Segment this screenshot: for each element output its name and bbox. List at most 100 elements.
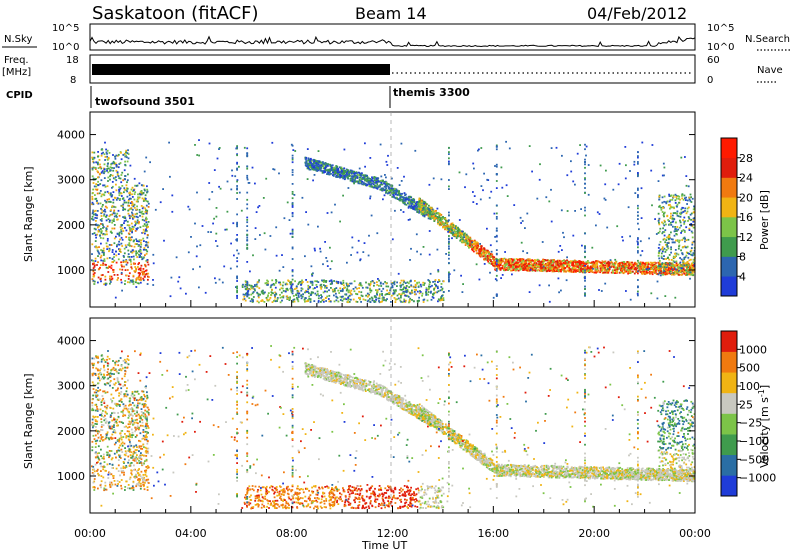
- data-cell: [381, 297, 384, 300]
- data-cell: [393, 191, 395, 194]
- data-cell: [322, 161, 324, 163]
- data-cell: [578, 265, 581, 268]
- data-cell: [392, 293, 395, 296]
- data-cell: [103, 153, 106, 156]
- data-cell: [688, 217, 691, 220]
- data-cell: [135, 269, 137, 272]
- data-cell: [310, 282, 312, 284]
- data-cell: [263, 292, 265, 294]
- data-cell: [118, 248, 120, 250]
- data-cell: [145, 200, 148, 202]
- data-cell: [525, 264, 528, 266]
- data-cell: [93, 227, 96, 230]
- data-cell: [94, 198, 97, 200]
- data-cell: [260, 290, 263, 293]
- data-cell: [367, 294, 370, 297]
- data-cell: [138, 256, 141, 258]
- data-cell: [681, 252, 683, 255]
- data-cell: [677, 253, 680, 256]
- data-cell: [457, 228, 460, 230]
- data-cell: [402, 290, 405, 293]
- data-cell: [688, 264, 690, 266]
- data-cell: [410, 206, 412, 209]
- data-cell: [381, 300, 383, 303]
- data-cell: [109, 282, 111, 285]
- data-cell: [596, 267, 599, 269]
- data-cell: [671, 268, 674, 270]
- data-cell: [307, 290, 309, 293]
- data-cell: [130, 238, 133, 241]
- data-cell: [690, 230, 693, 233]
- data-cell: [678, 239, 681, 242]
- data-cell: [120, 232, 123, 235]
- data-cell: [669, 269, 672, 272]
- data-cell: [691, 273, 694, 276]
- data-cell: [95, 185, 98, 188]
- data-cell: [427, 213, 429, 216]
- data-cell: [682, 219, 684, 221]
- data-cell: [330, 172, 332, 175]
- data-cell: [666, 269, 669, 272]
- data-cell: [446, 222, 448, 225]
- data-cell: [103, 163, 106, 166]
- data-cell: [135, 208, 138, 211]
- data-cell: [117, 175, 120, 177]
- data-cell: [670, 248, 672, 251]
- data-cell: [129, 202, 132, 204]
- data-cell: [124, 175, 127, 177]
- data-cell: [134, 191, 137, 194]
- data-cell: [661, 232, 664, 235]
- data-cell: [352, 171, 355, 173]
- data-cell: [385, 285, 388, 288]
- data-cell: [531, 259, 534, 261]
- data-cell: [585, 263, 588, 265]
- data-cell: [141, 191, 143, 194]
- data-cell: [347, 176, 349, 179]
- data-cell: [691, 197, 694, 200]
- data-cell: [405, 193, 407, 196]
- data-cell: [668, 236, 671, 239]
- data-cell: [379, 188, 382, 191]
- data-cell: [632, 264, 635, 267]
- data-cell: [663, 266, 666, 268]
- data-cell: [669, 206, 672, 209]
- data-cell: [554, 260, 557, 263]
- data-cell: [519, 267, 521, 270]
- data-cell: [102, 247, 105, 250]
- data-cell: [403, 201, 406, 204]
- data-cell: [359, 297, 361, 299]
- data-cell: [309, 160, 311, 163]
- data-cell: [580, 269, 582, 271]
- data-cell: [326, 169, 329, 172]
- data-cell: [647, 263, 650, 266]
- data-cell: [144, 224, 147, 227]
- data-cell: [91, 278, 94, 281]
- data-cell: [96, 217, 98, 219]
- data-cell: [144, 263, 146, 266]
- data-cell: [441, 289, 443, 291]
- noise-right-label: N.Search: [745, 34, 790, 45]
- data-cell: [112, 191, 115, 193]
- data-cell: [93, 232, 96, 234]
- data-cell: [132, 226, 135, 228]
- data-cell: [280, 291, 283, 294]
- data-cell: [660, 252, 663, 255]
- data-cell: [325, 285, 328, 287]
- data-cell: [341, 289, 344, 292]
- data-cell: [405, 196, 408, 199]
- data-cell: [687, 238, 690, 241]
- data-cell: [377, 180, 380, 183]
- data-cell: [256, 300, 259, 303]
- data-cell: [340, 166, 343, 169]
- data-cell: [690, 253, 692, 256]
- data-cell: [467, 244, 470, 247]
- data-cell: [673, 230, 676, 233]
- data-cell: [126, 160, 129, 163]
- data-cell: [566, 266, 569, 269]
- data-cell: [474, 246, 477, 249]
- data-cell: [347, 299, 350, 301]
- data-cell: [631, 266, 633, 268]
- data-cell: [104, 159, 106, 161]
- data-cell: [306, 167, 309, 170]
- data-cell: [310, 291, 313, 293]
